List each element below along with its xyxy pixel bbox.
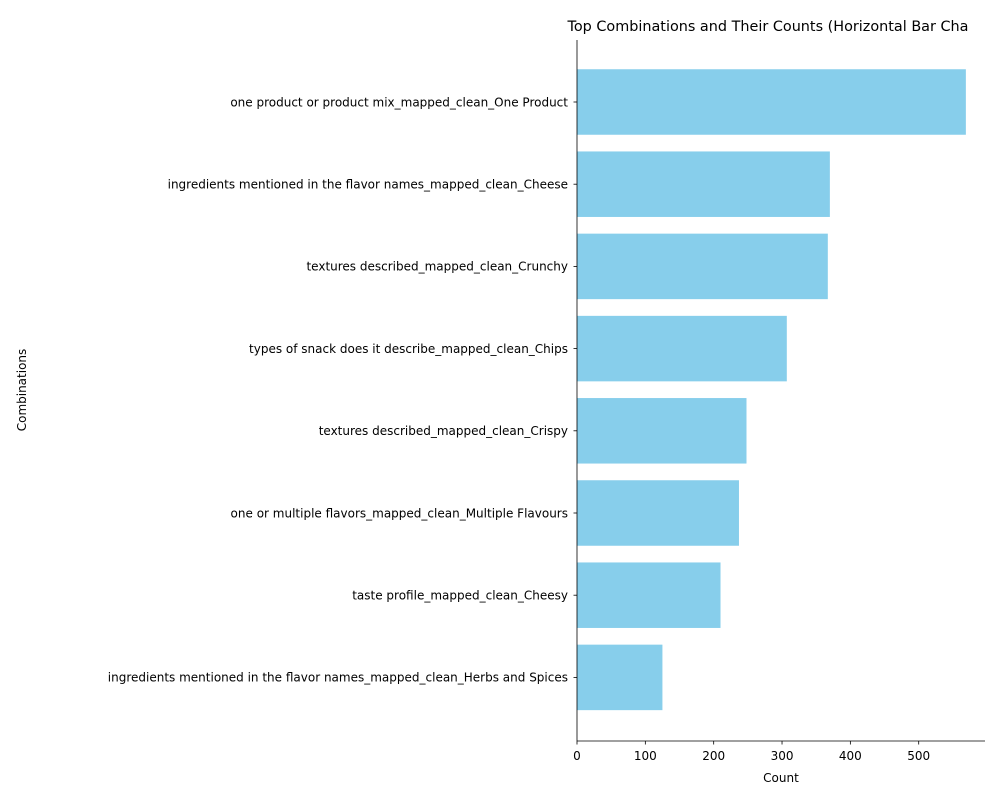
bar: [577, 315, 787, 382]
y-tick-label: ingredients mentioned in the flavor name…: [108, 671, 568, 685]
bar: [577, 233, 828, 300]
x-tick-label: 0: [573, 749, 581, 763]
bar: [577, 480, 739, 546]
x-tick-label: 300: [771, 749, 794, 763]
y-tick-label: textures described_mapped_clean_Crunchy: [306, 260, 568, 274]
bar: [577, 69, 966, 135]
x-tick-label: 100: [634, 749, 657, 763]
bar: [577, 562, 721, 628]
axes-layer: one product or product mix_mapped_clean_…: [108, 40, 985, 763]
bar: [577, 644, 663, 711]
y-axis-label: Combinations: [15, 349, 29, 432]
y-tick-label: one product or product mix_mapped_clean_…: [230, 95, 568, 109]
bar: [577, 398, 747, 464]
bars-layer: [577, 69, 966, 711]
y-tick-label: textures described_mapped_clean_Crispy: [319, 424, 568, 438]
y-tick-label: ingredients mentioned in the flavor name…: [168, 178, 568, 192]
y-tick-label: taste profile_mapped_clean_Cheesy: [352, 589, 568, 603]
x-axis-label: Count: [763, 771, 799, 785]
y-tick-label: one or multiple flavors_mapped_clean_Mul…: [231, 506, 568, 520]
chart-title: Top Combinations and Their Counts (Horiz…: [567, 19, 969, 35]
x-tick-label: 400: [839, 749, 862, 763]
x-tick-label: 200: [702, 749, 725, 763]
x-tick-label: 500: [907, 749, 930, 763]
bar: [577, 151, 830, 217]
y-tick-label: types of snack does it describe_mapped_c…: [249, 342, 568, 356]
